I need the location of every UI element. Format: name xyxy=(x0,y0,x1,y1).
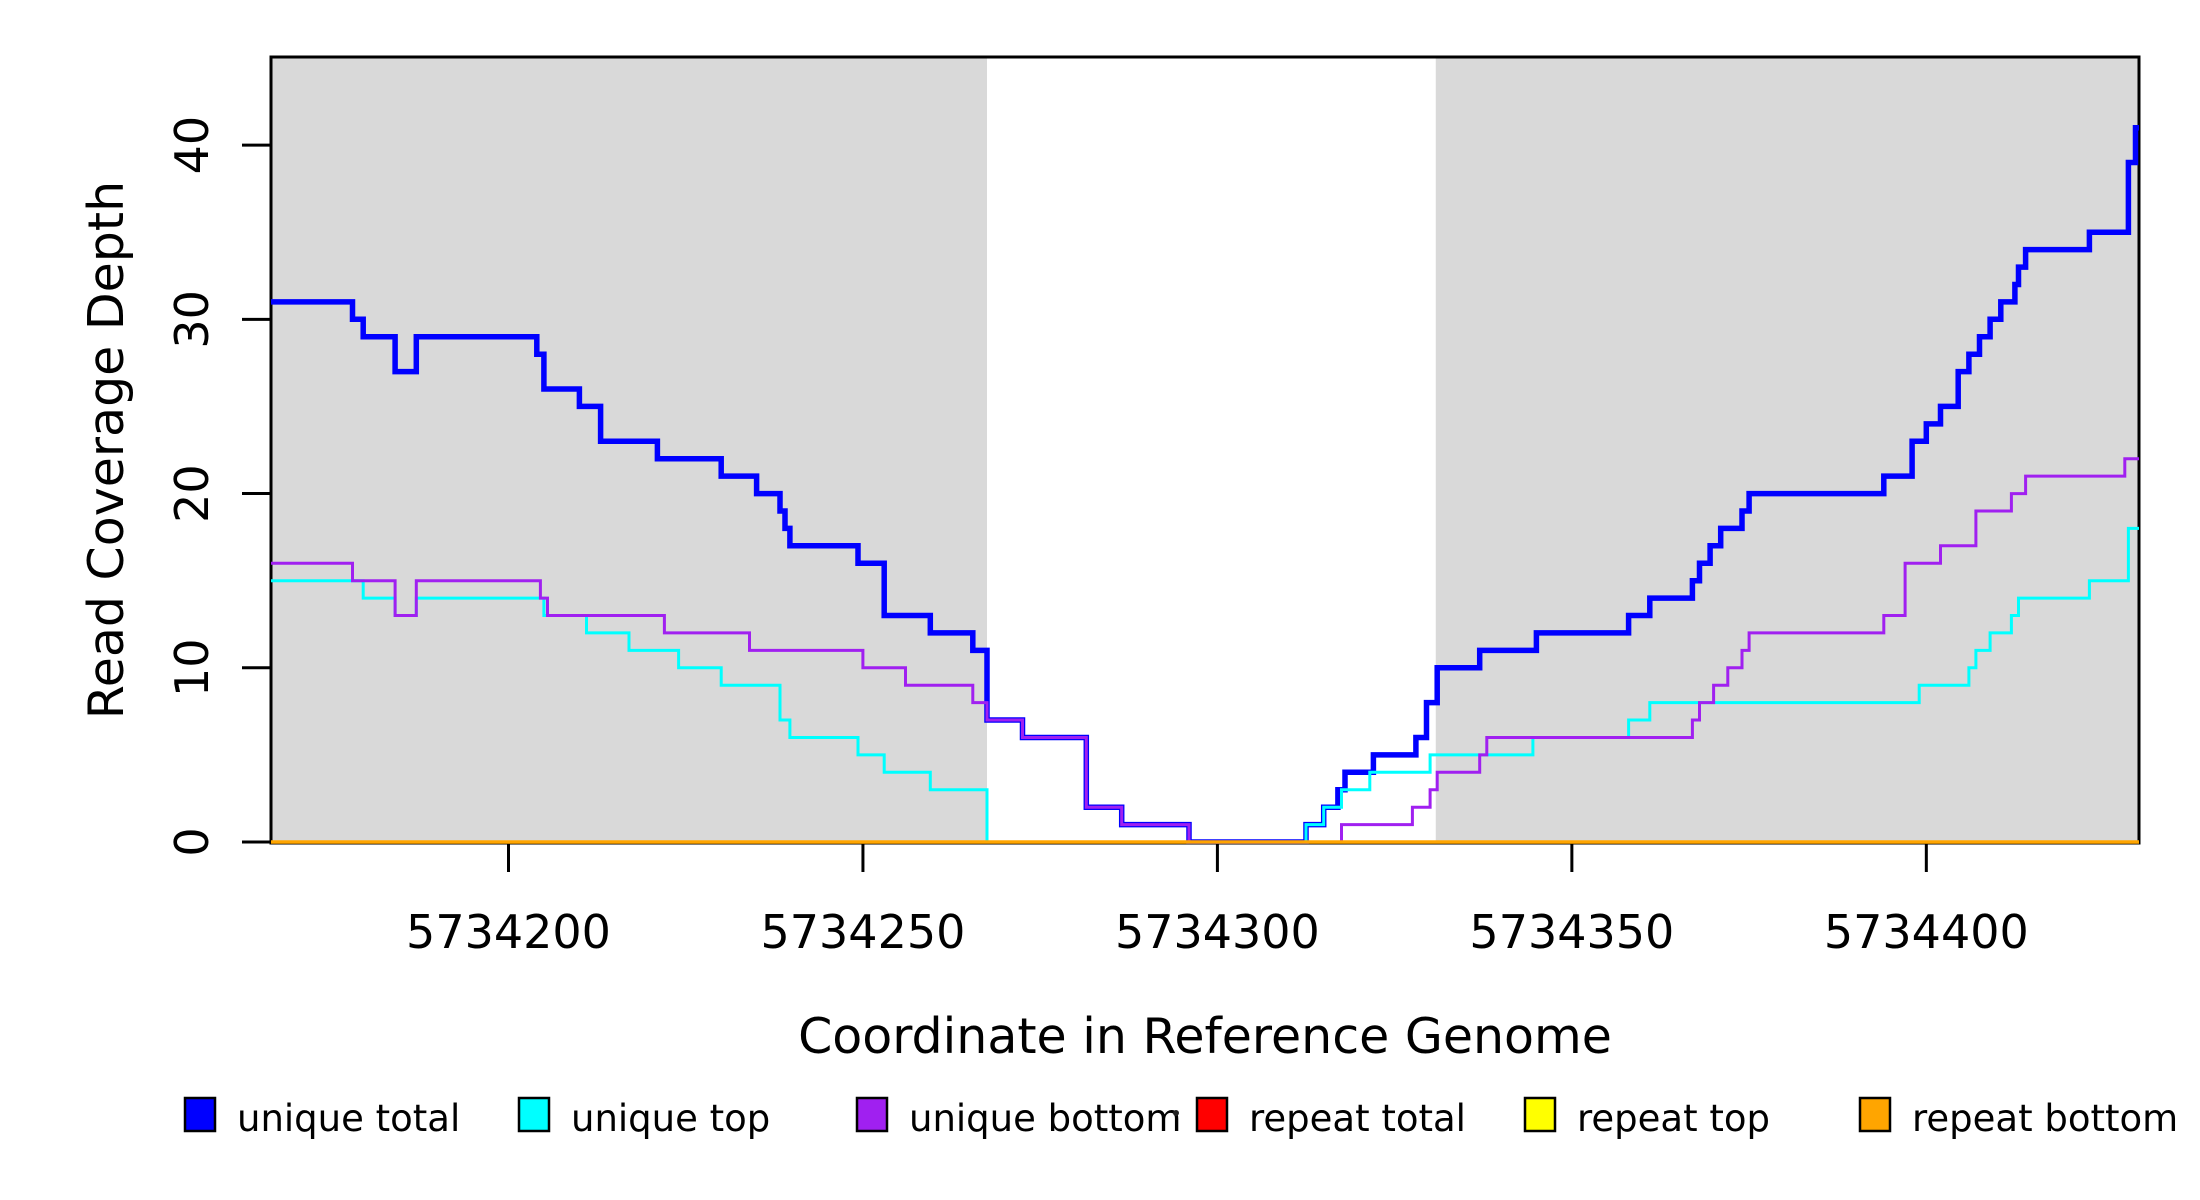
series-line-unique-top xyxy=(271,526,2139,844)
y-tick-label: 0 xyxy=(165,827,219,856)
legend-swatch xyxy=(517,1096,551,1133)
legend-item-unique-top: unique top xyxy=(517,1096,770,1140)
series-line-unique-bottom xyxy=(271,457,2139,844)
x-tick-label: 5734350 xyxy=(1469,905,1674,959)
x-tick-label: 5734250 xyxy=(761,905,966,959)
shaded-regions xyxy=(271,57,2139,843)
y-tick-label: 40 xyxy=(165,116,219,175)
x-axis-title: Coordinate in Reference Genome xyxy=(798,1008,1612,1065)
legend-label: repeat bottom xyxy=(1912,1097,2178,1140)
series-line-unique-total xyxy=(271,124,2139,844)
legend-label: unique total xyxy=(237,1097,460,1140)
legend-label: repeat total xyxy=(1249,1097,1466,1140)
legend-item-unique-bottom: unique bottom xyxy=(855,1096,1181,1140)
y-tick-label: 20 xyxy=(165,464,219,523)
legend-label: repeat top xyxy=(1577,1097,1770,1140)
legend-item-repeat-bottom: repeat bottom xyxy=(1858,1096,2178,1140)
x-tick-label: 5734300 xyxy=(1115,905,1320,959)
legend: unique total unique top unique bottom repea… xyxy=(183,1096,2178,1140)
y-tick-label: 30 xyxy=(165,290,219,349)
legend-item-repeat-top: repeat top xyxy=(1523,1096,1770,1140)
legend-swatch xyxy=(1523,1096,1557,1133)
legend-label: unique top xyxy=(571,1097,770,1140)
legend-swatch xyxy=(1195,1096,1229,1133)
legend-swatch xyxy=(183,1096,217,1133)
x-tick-label: 5734400 xyxy=(1824,905,2029,959)
stray-dot-artifact xyxy=(1173,1110,1179,1116)
axis-ticks: 5734200 5734250 5734300 5734350 5734400 0 10 20… xyxy=(165,116,2029,959)
shaded-region-right xyxy=(1435,57,2139,843)
x-tick-label: 5734200 xyxy=(406,905,611,959)
shaded-region-left xyxy=(271,57,988,843)
legend-item-repeat-total: repeat total xyxy=(1195,1096,1466,1140)
y-axis-title: Read Coverage Depth xyxy=(78,181,135,719)
legend-swatch xyxy=(1858,1096,1892,1133)
series-lines xyxy=(271,124,2139,844)
y-tick-label: 10 xyxy=(165,639,219,698)
legend-label: unique bottom xyxy=(909,1097,1181,1140)
legend-item-unique-total: unique total xyxy=(183,1096,460,1140)
legend-swatch xyxy=(855,1096,889,1133)
